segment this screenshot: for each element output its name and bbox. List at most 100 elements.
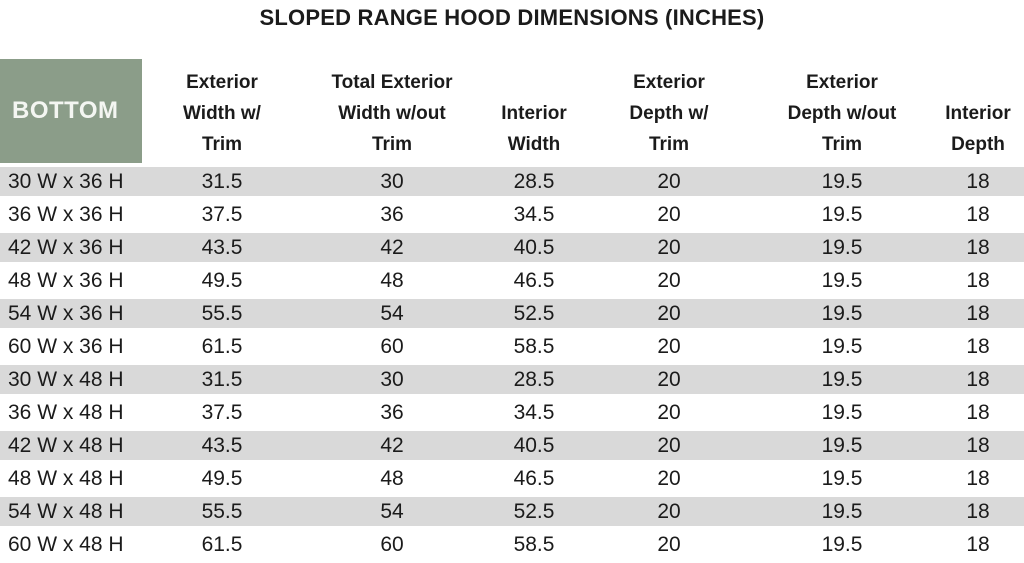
column-header-6: Interior Depth (932, 59, 1024, 165)
row-label: 54 W x 48 H (0, 493, 142, 528)
row-label: 60 W x 48 H (0, 526, 142, 559)
value-cell: 20 (586, 163, 752, 198)
row-label: 48 W x 36 H (0, 262, 142, 297)
value-cell: 18 (932, 328, 1024, 363)
value-cell: 34.5 (482, 394, 586, 429)
value-cell: 20 (586, 493, 752, 528)
row-label: 60 W x 36 H (0, 328, 142, 363)
table-row: 30 W x 36 H 31.5 30 28.5 20 19.5 18 (0, 163, 1024, 198)
table-row: 60 W x 48 H 61.5 60 58.5 20 19.5 18 (0, 526, 1024, 559)
value-cell: 20 (586, 427, 752, 462)
value-cell: 19.5 (752, 295, 932, 330)
value-cell: 18 (932, 229, 1024, 264)
value-cell: 19.5 (752, 262, 932, 297)
value-cell: 48 (302, 460, 482, 495)
value-cell: 20 (586, 361, 752, 396)
value-cell: 19.5 (752, 493, 932, 528)
value-cell: 28.5 (482, 361, 586, 396)
value-cell: 55.5 (142, 493, 302, 528)
value-cell: 30 (302, 163, 482, 198)
value-cell: 40.5 (482, 427, 586, 462)
column-header-5: Exterior Depth w/out Trim (752, 59, 932, 165)
value-cell: 19.5 (752, 460, 932, 495)
table-row: 54 W x 48 H 55.5 54 52.5 20 19.5 18 (0, 493, 1024, 528)
value-cell: 19.5 (752, 394, 932, 429)
value-cell: 37.5 (142, 196, 302, 231)
value-cell: 20 (586, 229, 752, 264)
value-cell: 18 (932, 163, 1024, 198)
value-cell: 43.5 (142, 427, 302, 462)
value-cell: 18 (932, 196, 1024, 231)
value-cell: 43.5 (142, 229, 302, 264)
table-row: 36 W x 48 H 37.5 36 34.5 20 19.5 18 (0, 394, 1024, 429)
value-cell: 61.5 (142, 328, 302, 363)
value-cell: 19.5 (752, 328, 932, 363)
value-cell: 19.5 (752, 427, 932, 462)
value-cell: 20 (586, 526, 752, 559)
row-label: 42 W x 48 H (0, 427, 142, 462)
table-row: 60 W x 36 H 61.5 60 58.5 20 19.5 18 (0, 328, 1024, 363)
value-cell: 52.5 (482, 493, 586, 528)
table-body: 30 W x 36 H 31.5 30 28.5 20 19.5 18 36 W x 36 H… (0, 163, 1024, 559)
value-cell: 40.5 (482, 229, 586, 264)
value-cell: 19.5 (752, 229, 932, 264)
value-cell: 46.5 (482, 262, 586, 297)
table-row: 54 W x 36 H 55.5 54 52.5 20 19.5 18 (0, 295, 1024, 330)
value-cell: 42 (302, 427, 482, 462)
value-cell: 36 (302, 394, 482, 429)
table-row: 30 W x 48 H 31.5 30 28.5 20 19.5 18 (0, 361, 1024, 396)
table-row: 48 W x 36 H 49.5 48 46.5 20 19.5 18 (0, 262, 1024, 297)
column-header-4: Exterior Depth w/Trim (586, 59, 752, 165)
value-cell: 37.5 (142, 394, 302, 429)
row-label: 30 W x 36 H (0, 163, 142, 198)
value-cell: 18 (932, 361, 1024, 396)
row-label: 36 W x 36 H (0, 196, 142, 231)
header-row: BOTTOM Exterior Width w/Trim Total Exterio… (0, 59, 1024, 165)
value-cell: 20 (586, 328, 752, 363)
value-cell: 55.5 (142, 295, 302, 330)
corner-header-bottom: BOTTOM (0, 59, 142, 165)
value-cell: 46.5 (482, 460, 586, 495)
row-label: 36 W x 48 H (0, 394, 142, 429)
page-title: SLOPED RANGE HOOD DIMENSIONS (INCHES) (259, 5, 765, 30)
row-label: 30 W x 48 H (0, 361, 142, 396)
value-cell: 52.5 (482, 295, 586, 330)
value-cell: 48 (302, 262, 482, 297)
value-cell: 28.5 (482, 163, 586, 198)
row-label: 48 W x 48 H (0, 460, 142, 495)
value-cell: 19.5 (752, 526, 932, 559)
column-header-1: Exterior Width w/Trim (142, 59, 302, 165)
dimensions-table: BOTTOM Exterior Width w/Trim Total Exterio… (0, 59, 1024, 559)
value-cell: 19.5 (752, 361, 932, 396)
value-cell: 18 (932, 493, 1024, 528)
value-cell: 30 (302, 361, 482, 396)
value-cell: 49.5 (142, 262, 302, 297)
row-label: 54 W x 36 H (0, 295, 142, 330)
column-header-2: Total Exterior Width w/out Trim (302, 59, 482, 165)
value-cell: 31.5 (142, 163, 302, 198)
value-cell: 18 (932, 460, 1024, 495)
value-cell: 31.5 (142, 361, 302, 396)
value-cell: 61.5 (142, 526, 302, 559)
value-cell: 18 (932, 394, 1024, 429)
value-cell: 18 (932, 526, 1024, 559)
value-cell: 19.5 (752, 163, 932, 198)
table-row: 42 W x 36 H 43.5 42 40.5 20 19.5 18 (0, 229, 1024, 264)
value-cell: 20 (586, 394, 752, 429)
value-cell: 18 (932, 295, 1024, 330)
value-cell: 19.5 (752, 196, 932, 231)
value-cell: 36 (302, 196, 482, 231)
row-label: 42 W x 36 H (0, 229, 142, 264)
value-cell: 58.5 (482, 526, 586, 559)
value-cell: 18 (932, 427, 1024, 462)
value-cell: 42 (302, 229, 482, 264)
value-cell: 18 (932, 262, 1024, 297)
value-cell: 60 (302, 328, 482, 363)
value-cell: 58.5 (482, 328, 586, 363)
value-cell: 20 (586, 262, 752, 297)
value-cell: 49.5 (142, 460, 302, 495)
value-cell: 54 (302, 493, 482, 528)
column-header-3: Interior Width (482, 59, 586, 165)
table-row: 36 W x 36 H 37.5 36 34.5 20 19.5 18 (0, 196, 1024, 231)
value-cell: 54 (302, 295, 482, 330)
